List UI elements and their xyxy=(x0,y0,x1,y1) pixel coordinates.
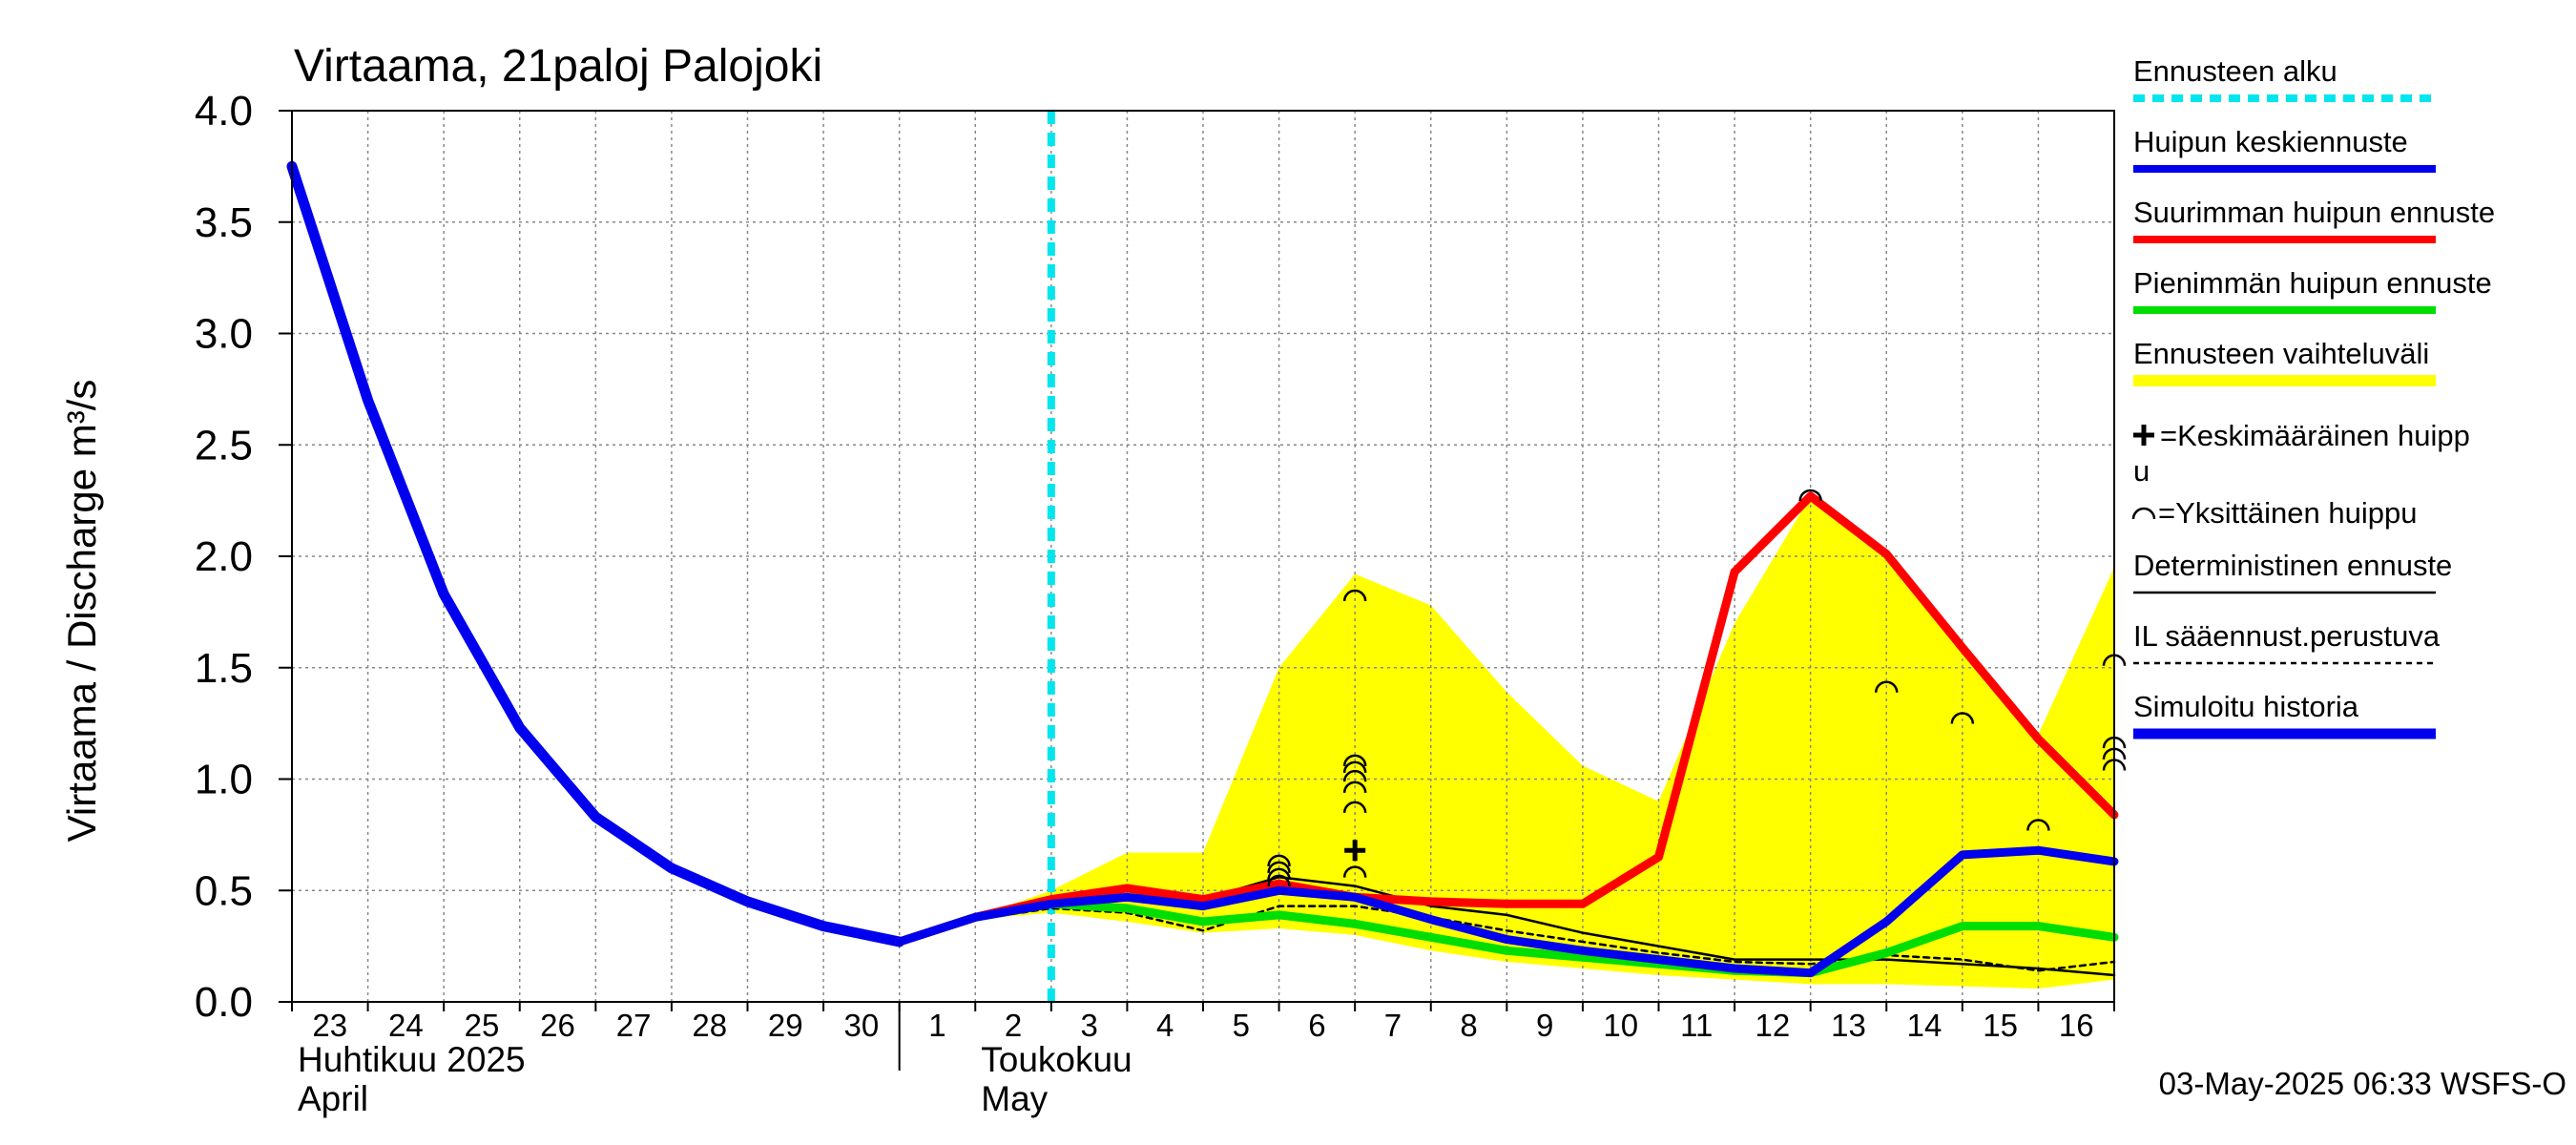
plot-area: 0.00.51.01.52.02.53.03.54.023 24 25 26 27 28 2… xyxy=(195,88,2127,1118)
x-tick-label: 8 xyxy=(1460,1008,1477,1043)
x-tick-label: 13 xyxy=(1831,1008,1866,1043)
x-tick-label: 7 xyxy=(1384,1008,1402,1043)
x-tick-label: 30 xyxy=(844,1008,880,1043)
x-tick-label: 15 xyxy=(1983,1008,2018,1043)
x-tick-label: 28 xyxy=(692,1008,727,1043)
legend-label: Deterministinen ennuste xyxy=(2133,549,2452,582)
mean-peak-marker xyxy=(1344,840,1366,862)
legend-label: IL sääennust.perustuva xyxy=(2133,619,2441,653)
y-tick-label: 1.5 xyxy=(195,645,253,692)
x-tick-label: 5 xyxy=(1233,1008,1250,1043)
legend: Ennusteen alku Huipun keskiennuste Suurimm… xyxy=(2131,54,2495,739)
x-tick-label: 4 xyxy=(1156,1008,1174,1043)
month-label: Huhtikuu 2025 xyxy=(298,1040,526,1079)
y-tick-label: 1.0 xyxy=(195,757,253,803)
x-tick-label: 23 xyxy=(312,1008,347,1043)
single-peak-marker xyxy=(1342,801,1367,813)
x-tick-label: 12 xyxy=(1755,1008,1791,1043)
legend-plus-icon xyxy=(2133,425,2154,446)
single-peak-marker xyxy=(1342,589,1367,602)
single-peak-marker xyxy=(1798,489,1822,502)
legend-label: Suurimman huipun ennuste xyxy=(2133,196,2495,229)
single-peak-marker xyxy=(1267,874,1291,887)
single-peak-marker xyxy=(1342,754,1367,766)
single-peak-marker xyxy=(1875,680,1899,693)
month-label-en: May xyxy=(981,1079,1048,1118)
x-tick-label: 24 xyxy=(388,1008,424,1043)
single-peak-marker xyxy=(1267,861,1291,874)
legend-label: Huipun keskiennuste xyxy=(2133,125,2408,158)
single-peak-marker xyxy=(1342,865,1367,878)
y-tick-label: 4.0 xyxy=(195,88,253,135)
legend-label: =Yksittäinen huippu xyxy=(2158,496,2417,530)
x-tick-label: 16 xyxy=(2059,1008,2094,1043)
chart-title: Virtaama, 21paloj Palojoki xyxy=(294,41,822,92)
y-axis-label: Virtaama / Discharge m³/s xyxy=(59,380,104,843)
single-peak-marker xyxy=(1342,781,1367,793)
month-label-en: April xyxy=(298,1079,368,1118)
y-tick-label: 3.0 xyxy=(195,311,253,358)
legend-label: Ennusteen alku xyxy=(2133,54,2337,88)
single-peak-marker xyxy=(1950,712,1975,724)
legend-label: =Keskimääräinen huipp xyxy=(2160,419,2470,452)
series-history xyxy=(286,160,905,947)
y-tick-label: 3.5 xyxy=(195,199,253,246)
y-tick-label: 2.5 xyxy=(195,422,253,468)
legend-label: Pienimmän huipun ennuste xyxy=(2133,266,2492,300)
x-tick-label: 10 xyxy=(1603,1008,1638,1043)
single-peak-marker xyxy=(1342,769,1367,782)
month-label: Toukokuu xyxy=(981,1040,1132,1079)
single-peak-marker xyxy=(1267,854,1291,867)
x-tick-label: 11 xyxy=(1680,1008,1713,1043)
single-peak-marker xyxy=(1342,760,1367,773)
x-tick-label: 6 xyxy=(1308,1008,1325,1043)
single-peak-marker xyxy=(2026,819,2050,831)
legend-label-cont: u xyxy=(2133,454,2150,488)
legend-label: Simuloitu historia xyxy=(2133,690,2359,723)
x-tick-label: 14 xyxy=(1907,1008,1942,1043)
series-il-weather xyxy=(898,905,2116,972)
y-tick-label: 2.0 xyxy=(195,533,253,580)
y-tick-label: 0.5 xyxy=(195,867,253,914)
x-tick-label: 2 xyxy=(1005,1008,1022,1043)
series-mean-peak xyxy=(895,845,2119,978)
x-tick-label: 27 xyxy=(616,1008,652,1043)
series-min-peak xyxy=(895,899,2119,978)
x-tick-label: 9 xyxy=(1536,1008,1553,1043)
x-tick-label: 1 xyxy=(928,1008,945,1043)
x-tick-label: 25 xyxy=(465,1008,500,1043)
series-max-peak xyxy=(895,491,2119,947)
x-tick-label: 29 xyxy=(768,1008,803,1043)
timestamp: 03-May-2025 06:33 WSFS-O xyxy=(2159,1066,2566,1101)
x-tick-label: 26 xyxy=(540,1008,575,1043)
x-tick-label: 3 xyxy=(1080,1008,1097,1043)
single-peak-marker xyxy=(1267,867,1291,881)
y-tick-label: 0.0 xyxy=(195,979,253,1026)
legend-label: Ennusteen vaihteluväli xyxy=(2133,337,2429,370)
legend-arc-icon xyxy=(2131,507,2156,520)
